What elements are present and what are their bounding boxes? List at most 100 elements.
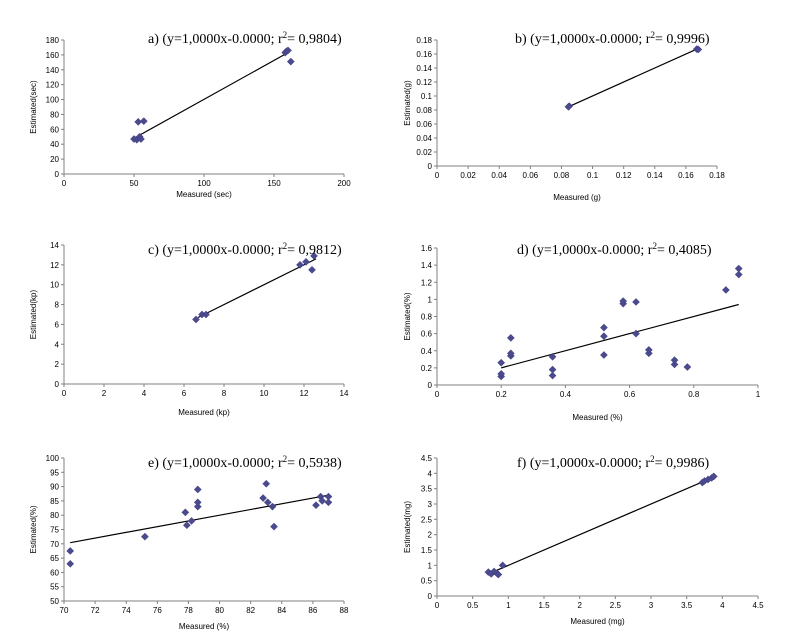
- x-tick-label: 150: [267, 179, 281, 188]
- data-point: [548, 352, 557, 361]
- y-tick-label: 2: [428, 531, 433, 540]
- y-tick-label: 1.6: [421, 244, 433, 253]
- chart-title-end: = 0,9804): [287, 32, 342, 47]
- data-point: [632, 329, 640, 338]
- x-tick-label: 76: [153, 606, 162, 615]
- data-point: [600, 351, 608, 359]
- y-tick-label: 0.5: [421, 577, 433, 586]
- y-tick-label: 0.16: [416, 50, 432, 59]
- y-tick-label: 0: [55, 170, 60, 179]
- y-tick-label: 65: [50, 554, 59, 563]
- data-point: [183, 521, 191, 530]
- data-point: [137, 135, 145, 143]
- y-tick-label: 160: [46, 51, 60, 60]
- trendline: [133, 52, 289, 139]
- chart-title: b) (y=1,0000x-0.0000; r2= 0,9996): [515, 30, 710, 47]
- y-tick-label: 0.04: [416, 134, 432, 143]
- x-tick-label: 86: [308, 606, 317, 615]
- data-point: [259, 494, 267, 502]
- x-tick-label: 88: [340, 606, 349, 615]
- y-tick-label: 1: [428, 561, 433, 570]
- x-tick-label: 0: [435, 601, 440, 610]
- data-point: [181, 508, 190, 517]
- x-tick-label: 10: [260, 389, 269, 398]
- x-tick-label: 0.18: [709, 171, 725, 180]
- chart-title-main: a) (y=1,0000x-0.0000; r: [148, 32, 283, 47]
- y-tick-label: 0.2: [421, 364, 433, 373]
- chart-panel-d: 0 0.2 0.4 0.6 0.8 1 0 0.2 0.4 0.6 0.8 1 1.2 1.4 1.6 Mea…: [403, 241, 761, 422]
- x-tick-label: 1.5: [538, 601, 550, 610]
- chart-panel-e: 70 72 74 76 78 80 82 84 86 88 50 55 60 65 70 75 80 85 90 95…: [29, 454, 349, 631]
- x-tick-label: 0.6: [624, 390, 636, 399]
- chart-title: d) (y=1,0000x-0.0000; r2= 0,4085): [517, 241, 712, 258]
- chart-panel-b: 0 0.02 0.04 0.06 0.08 0.1 0.12 0.14 0.16 0.1800.0…: [403, 30, 725, 202]
- data-point: [312, 501, 320, 510]
- y-tick-label: 75: [50, 526, 59, 535]
- data-point: [263, 498, 272, 507]
- x-tick-label: 0: [435, 390, 440, 399]
- chart-title: e) (y=1,0000x-0.0000; r2= 0,5938): [148, 454, 342, 471]
- x-tick-label: 70: [60, 606, 69, 615]
- x-tick-label: 100: [197, 179, 211, 188]
- y-tick-label: 0.02: [416, 148, 432, 157]
- y-tick-label: 1.4: [421, 261, 433, 270]
- y-tick-label: 0.4: [421, 347, 433, 356]
- data-point: [284, 46, 292, 55]
- y-axis-label: Estimated(kp): [29, 289, 38, 339]
- chart-title-superscript: 2: [283, 241, 288, 251]
- chart-title-main: e) (y=1,0000x-0.0000; r: [148, 456, 283, 471]
- trendline: [197, 258, 317, 319]
- data-point: [670, 360, 679, 369]
- y-tick-label: 95: [50, 468, 59, 477]
- chart-title-end: = 0,9812): [287, 243, 342, 258]
- data-point: [193, 498, 202, 507]
- trendline: [568, 47, 699, 108]
- y-tick-label: 80: [50, 511, 59, 520]
- trendline: [70, 494, 329, 544]
- data-point: [644, 346, 653, 354]
- y-axis-label: Estimated(%): [403, 292, 412, 340]
- y-tick-label: 4: [55, 340, 60, 349]
- y-tick-label: 0.14: [416, 64, 432, 73]
- data-point: [600, 323, 608, 332]
- data-point: [139, 117, 148, 126]
- data-point: [497, 358, 506, 367]
- y-tick-label: 60: [50, 125, 59, 134]
- chart-panel-a: 0 50 100 150 200 0 20 40 60 80 100 120 140 160 180 Meas…: [29, 30, 351, 199]
- x-tick-label: 0.02: [460, 171, 476, 180]
- y-tick-label: 1.2: [421, 278, 433, 287]
- y-tick-label: 60: [50, 568, 59, 577]
- chart-title-main: d) (y=1,0000x-0.0000; r: [517, 243, 653, 258]
- chart-panel-f: 0 0.5 1 1.5 2 2.5 3 3.5 4 4.5 0 0.5 1 1.5 2 2.5 3 3.5 4 4.5…: [403, 454, 764, 626]
- data-point: [683, 363, 692, 371]
- y-tick-label: 0: [428, 162, 433, 171]
- y-tick-label: 20: [50, 155, 59, 164]
- x-tick-label: 4: [142, 389, 147, 398]
- data-point: [187, 517, 196, 525]
- y-tick-label: 0.06: [416, 120, 432, 129]
- x-tick-label: 1: [506, 601, 511, 610]
- data-point: [270, 522, 278, 531]
- x-tick-label: 2.5: [610, 601, 622, 610]
- x-tick-label: 4.5: [752, 601, 764, 610]
- x-tick-label: 0.12: [616, 171, 632, 180]
- x-tick-label: 4: [720, 601, 725, 610]
- y-tick-label: 0.8: [421, 313, 433, 322]
- chart-title-superscript: 2: [650, 454, 655, 464]
- chart-title: a) (y=1,0000x-0.0000; r2= 0,9804): [148, 30, 342, 47]
- x-tick-label: 1: [756, 390, 761, 399]
- data-point: [296, 260, 304, 269]
- chart-title: c) (y=1,0000x-0.0000; r2= 0,9812): [148, 241, 342, 258]
- data-point: [498, 561, 507, 570]
- x-tick-label: 0.5: [467, 601, 479, 610]
- x-tick-label: 0.08: [554, 171, 570, 180]
- y-tick-label: 100: [46, 454, 60, 463]
- data-point: [564, 102, 573, 111]
- chart-title-superscript: 2: [652, 241, 657, 251]
- data-point: [324, 492, 333, 501]
- data-point: [318, 497, 327, 505]
- x-tick-label: 3: [649, 601, 654, 610]
- data-point: [308, 265, 316, 274]
- x-tick-label: 80: [215, 606, 224, 615]
- data-point: [506, 349, 515, 358]
